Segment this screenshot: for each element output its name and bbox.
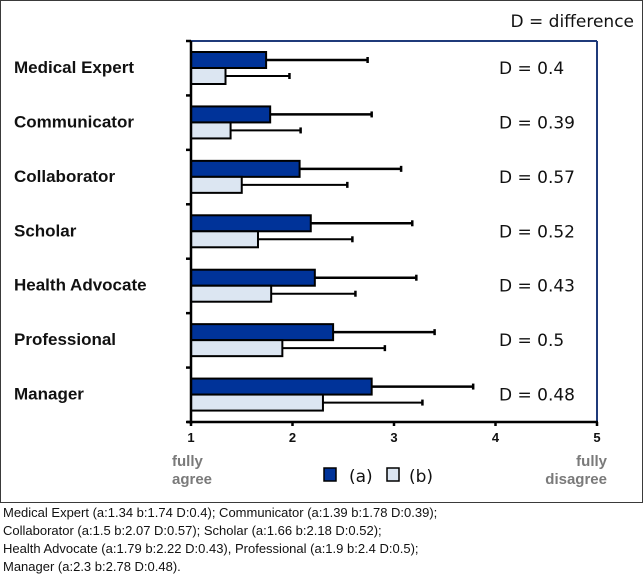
bars-group — [190, 51, 475, 412]
x-tick-label: 1 — [187, 430, 194, 445]
difference-label: D = 0.4 — [499, 59, 564, 79]
x-tick-label: 4 — [492, 430, 500, 445]
category-label: Communicator — [14, 112, 134, 131]
right-end-label-line1: fully — [576, 453, 607, 470]
scale-end-labels: fully agree fully disagree — [172, 453, 608, 488]
difference-label: D = 0.52 — [499, 222, 575, 242]
left-end-label-line1: fully — [172, 453, 203, 470]
bar-series-a — [190, 159, 301, 178]
category-label: Manager — [14, 385, 84, 404]
right-end-label-line2: disagree — [545, 471, 607, 488]
x-tick-label: 2 — [289, 430, 296, 445]
category-bar-group — [190, 214, 414, 249]
x-axis: 1 2 3 4 5 — [186, 39, 601, 445]
category-label: Health Advocate — [14, 276, 147, 295]
x-tick-label: 3 — [390, 430, 397, 445]
category-label: Medical Expert — [14, 58, 134, 77]
bar-series-b — [190, 284, 273, 303]
caption-line: Manager (a:2.3 b:2.78 D:0.48). — [3, 559, 181, 574]
bar-chart: D = difference Medical Expert Communicato… — [14, 12, 634, 488]
difference-label: D = 0.57 — [499, 168, 575, 188]
left-end-label-line2: agree — [172, 471, 212, 488]
category-bar-group — [190, 105, 373, 140]
difference-labels: D = 0.4 D = 0.39 D = 0.57 D = 0.52 D = 0.43 D… — [499, 59, 575, 406]
bar-series-b — [190, 230, 259, 249]
bar-series-a — [190, 214, 312, 233]
category-label: Professional — [14, 330, 116, 349]
bar-series-a — [190, 105, 272, 124]
category-labels: Medical Expert Communicator Collaborator Sc… — [14, 58, 147, 404]
category-bar-group — [190, 323, 436, 358]
plot-frame — [191, 40, 598, 422]
bar-series-b — [190, 67, 227, 85]
category-label: Collaborator — [14, 167, 115, 186]
bar-series-a — [190, 377, 373, 396]
legend-swatch-b — [386, 467, 400, 482]
legend-swatch-a — [323, 467, 337, 482]
difference-label: D = 0.5 — [499, 331, 564, 351]
bar-series-a — [190, 268, 316, 287]
difference-label: D = 0.43 — [499, 277, 575, 297]
figure-frame — [0, 0, 643, 503]
legend: (a) (b) — [323, 467, 433, 487]
x-tick-label: 5 — [593, 430, 600, 445]
category-bar-group — [190, 377, 475, 412]
category-bar-group — [190, 268, 418, 303]
bar-series-b — [190, 175, 243, 194]
category-bar-group — [190, 51, 369, 85]
legend-label-b: (b) — [409, 467, 433, 487]
difference-note: D = difference — [511, 12, 634, 32]
bar-series-b — [190, 121, 232, 140]
legend-label-a: (a) — [349, 467, 373, 487]
bar-series-b — [190, 393, 324, 412]
difference-label: D = 0.48 — [499, 386, 575, 406]
bar-series-a — [190, 323, 335, 342]
category-bar-group — [190, 159, 403, 194]
difference-label: D = 0.39 — [499, 113, 575, 133]
category-label: Scholar — [14, 221, 77, 240]
bar-series-a — [190, 51, 268, 69]
bar-series-b — [190, 339, 284, 358]
figure-caption: Medical Expert (a:1.34 b:1.74 D:0.4); Co… — [3, 504, 643, 576]
caption-line: Collaborator (a:1.5 b:2.07 D:0.57); Scho… — [3, 523, 382, 538]
caption-line: Health Advocate (a:1.79 b:2.22 D:0.43), … — [3, 541, 419, 556]
caption-line: Medical Expert (a:1.34 b:1.74 D:0.4); Co… — [3, 505, 438, 520]
